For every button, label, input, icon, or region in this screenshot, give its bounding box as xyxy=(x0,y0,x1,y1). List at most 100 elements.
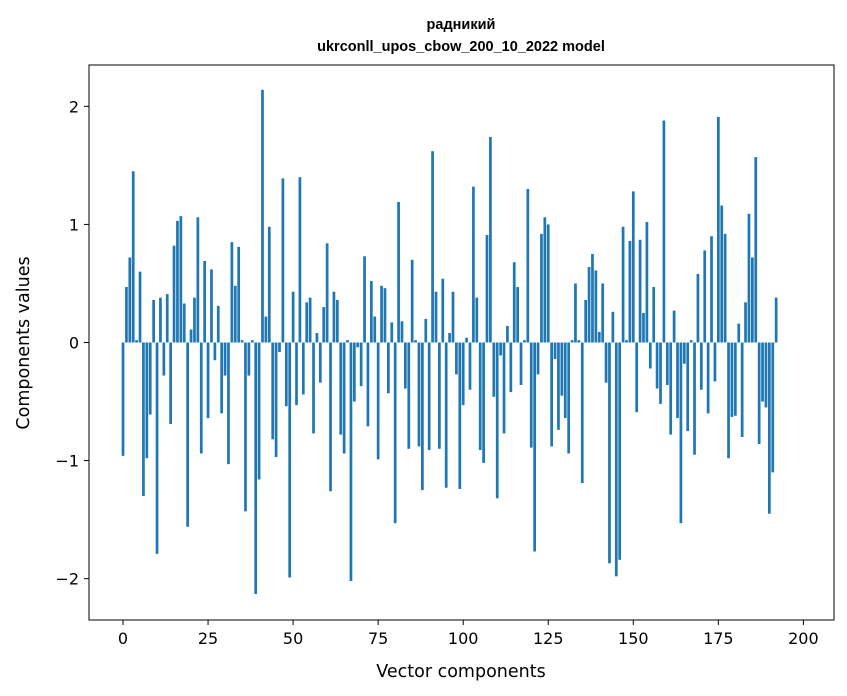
bar-47 xyxy=(281,178,285,343)
bar-62 xyxy=(332,291,336,343)
bar-169 xyxy=(696,274,700,343)
bar-5 xyxy=(138,271,142,343)
bar-81 xyxy=(397,201,400,343)
bar-125 xyxy=(546,224,550,343)
x-tick-label: 175 xyxy=(703,629,734,648)
bar-54 xyxy=(305,302,309,343)
bar-45 xyxy=(274,342,278,458)
bar-72 xyxy=(366,342,370,427)
bar-46 xyxy=(278,342,281,352)
bar-24 xyxy=(203,261,207,343)
bar-48 xyxy=(284,342,288,407)
bar-136 xyxy=(584,299,588,343)
bar-164 xyxy=(679,342,683,524)
bar-117 xyxy=(519,342,523,386)
bar-97 xyxy=(451,291,455,343)
bar-173 xyxy=(710,236,713,343)
bar-1 xyxy=(125,287,128,343)
bar-17 xyxy=(179,216,183,343)
bar-113 xyxy=(506,325,509,343)
bar-0 xyxy=(121,342,125,456)
bar-13 xyxy=(165,294,169,343)
bar-93 xyxy=(438,342,441,449)
bar-66 xyxy=(346,340,349,343)
bar-90 xyxy=(427,342,431,450)
bar-16 xyxy=(176,220,179,343)
bar-156 xyxy=(652,287,656,343)
bars-group xyxy=(121,89,778,595)
bar-138 xyxy=(591,253,594,343)
bar-167 xyxy=(689,340,693,343)
bar-146 xyxy=(618,342,622,560)
bar-79 xyxy=(390,322,394,343)
bar-14 xyxy=(169,342,172,424)
y-tick-label: 0 xyxy=(69,334,79,353)
bar-126 xyxy=(550,342,554,447)
bar-181 xyxy=(737,323,741,343)
bar-3 xyxy=(131,171,135,343)
bar-9 xyxy=(152,299,155,343)
bar-177 xyxy=(723,233,727,343)
bar-171 xyxy=(703,250,707,343)
bar-29 xyxy=(220,342,224,414)
bar-102 xyxy=(468,342,472,390)
bar-31 xyxy=(227,342,230,465)
bar-187 xyxy=(757,342,761,445)
bar-28 xyxy=(216,305,220,343)
bar-56 xyxy=(312,342,315,434)
bar-99 xyxy=(458,342,462,489)
bar-151 xyxy=(635,342,639,413)
bar-143 xyxy=(608,342,611,564)
bar-20 xyxy=(189,329,193,343)
bar-15 xyxy=(172,245,176,343)
bar-22 xyxy=(196,217,200,343)
bar-112 xyxy=(502,342,506,434)
bar-121 xyxy=(533,342,536,552)
y-tick-label: 1 xyxy=(69,215,79,234)
bar-108 xyxy=(489,137,492,343)
bar-161 xyxy=(669,342,673,435)
bar-189 xyxy=(764,342,768,408)
bar-175 xyxy=(716,116,720,343)
y-tick-label: −2 xyxy=(55,570,79,589)
bar-51 xyxy=(295,342,298,406)
bar-59 xyxy=(322,307,326,343)
bar-92 xyxy=(434,291,438,343)
bar-89 xyxy=(424,318,428,343)
bar-95 xyxy=(444,342,448,488)
bar-130 xyxy=(563,342,567,419)
bar-67 xyxy=(349,342,353,582)
bar-115 xyxy=(512,262,516,343)
bar-74 xyxy=(373,316,377,343)
bar-179 xyxy=(730,342,734,417)
bar-159 xyxy=(662,120,666,343)
bar-32 xyxy=(230,242,234,343)
bar-133 xyxy=(574,283,577,343)
bar-8 xyxy=(148,342,152,415)
bar-165 xyxy=(682,342,686,364)
bar-123 xyxy=(540,233,543,343)
bar-135 xyxy=(580,342,584,484)
bar-142 xyxy=(604,342,608,383)
y-tick-label: 2 xyxy=(69,97,79,116)
y-axis-ticks: −2 −1 0 1 2 xyxy=(55,97,89,589)
bar-73 xyxy=(369,281,373,343)
bar-162 xyxy=(672,310,676,343)
bar-137 xyxy=(587,266,591,343)
bar-88 xyxy=(421,342,424,491)
x-axis-label: Vector components xyxy=(376,662,545,682)
bar-69 xyxy=(356,342,360,348)
bar-103 xyxy=(472,186,475,343)
bar-19 xyxy=(186,342,190,527)
y-tick-label: −1 xyxy=(55,452,79,471)
bar-33 xyxy=(233,285,237,343)
bar-128 xyxy=(557,342,560,430)
bar-40 xyxy=(257,342,261,480)
bar-120 xyxy=(529,342,533,448)
bar-49 xyxy=(288,342,292,578)
bar-6 xyxy=(142,342,145,497)
bar-122 xyxy=(536,342,540,375)
bar-106 xyxy=(482,342,485,463)
bar-157 xyxy=(655,342,659,389)
